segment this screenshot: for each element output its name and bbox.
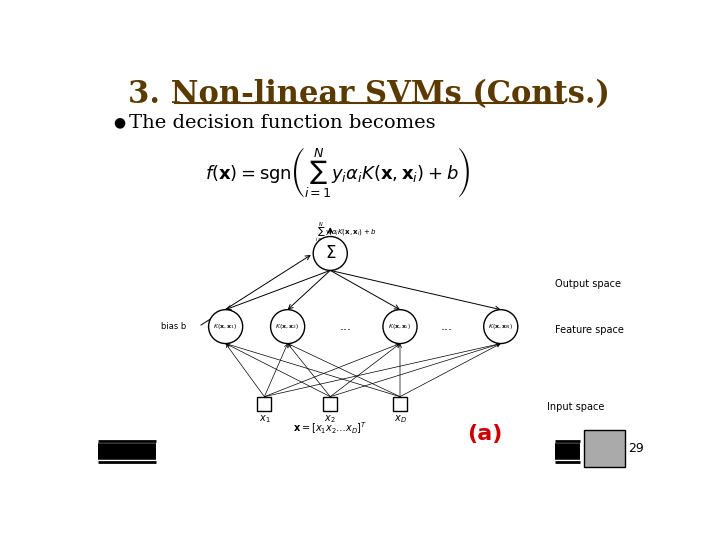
Text: 29: 29 (628, 442, 644, 455)
Circle shape (383, 309, 417, 343)
Text: The decision function becomes: The decision function becomes (129, 113, 436, 132)
Circle shape (271, 309, 305, 343)
Text: $\Sigma$: $\Sigma$ (325, 245, 336, 262)
Text: $K(\mathbf{x},\mathbf{x}_i)$: $K(\mathbf{x},\mathbf{x}_i)$ (389, 322, 412, 331)
Text: $K(\mathbf{x},\mathbf{x}_N)$: $K(\mathbf{x},\mathbf{x}_N)$ (488, 322, 513, 331)
Circle shape (484, 309, 518, 343)
Text: ●: ● (113, 116, 125, 130)
Text: ...: ... (340, 320, 352, 333)
Text: Output space: Output space (555, 279, 621, 289)
Text: $x_2$: $x_2$ (325, 413, 336, 425)
Text: $K(\mathbf{x},\mathbf{x}_2)$: $K(\mathbf{x},\mathbf{x}_2)$ (275, 322, 300, 331)
Bar (258, 397, 271, 410)
Circle shape (209, 309, 243, 343)
Text: $f(\mathbf{x}) = \mathrm{sgn}\left(\sum_{i=1}^{N} y_i\alpha_i K(\mathbf{x}, \mat: $f(\mathbf{x}) = \mathrm{sgn}\left(\sum_… (205, 145, 471, 200)
Text: $x_1$: $x_1$ (258, 413, 270, 425)
Bar (323, 397, 337, 410)
Text: $x_D$: $x_D$ (394, 413, 407, 425)
Text: $\mathbf{x} = [x_1 x_2 \ldots x_D]^T$: $\mathbf{x} = [x_1 x_2 \ldots x_D]^T$ (293, 421, 367, 436)
Text: $\sum_{i=1}^{N} y_i\alpha_i K(\mathbf{x},\mathbf{x}_i)+b$: $\sum_{i=1}^{N} y_i\alpha_i K(\mathbf{x}… (315, 220, 377, 244)
Text: Input space: Input space (547, 402, 605, 413)
Text: (a): (a) (467, 424, 503, 444)
Text: $K(\mathbf{x},\mathbf{x}_1)$: $K(\mathbf{x},\mathbf{x}_1)$ (213, 322, 238, 331)
Text: bias b: bias b (161, 322, 186, 331)
Text: Feature space: Feature space (555, 326, 624, 335)
Bar (585, 430, 625, 467)
Text: 3. Non-linear SVMs (Conts.): 3. Non-linear SVMs (Conts.) (128, 78, 610, 110)
Text: ...: ... (441, 320, 452, 333)
Circle shape (313, 237, 347, 271)
Bar (393, 397, 407, 410)
